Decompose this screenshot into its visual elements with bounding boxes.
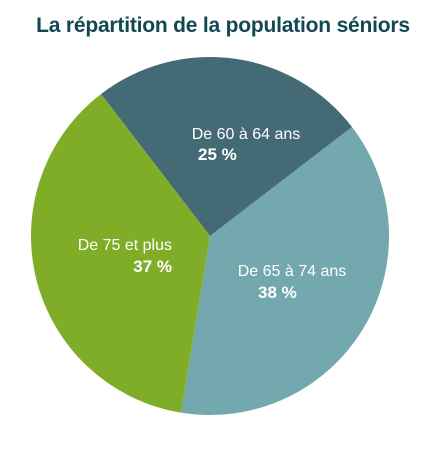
slice-label-3: De 75 et plus bbox=[78, 237, 172, 254]
pie-labels: De 60 à 64 ans 25 % De 65 à 74 ans 38 % De 7… bbox=[78, 126, 347, 302]
pie-slice-1 bbox=[101, 56, 353, 237]
pie-slices bbox=[30, 56, 390, 416]
slice-value-1: 25 % bbox=[198, 145, 237, 164]
slice-value-3: 37 % bbox=[133, 257, 172, 276]
pie-slice-3 bbox=[30, 93, 210, 413]
chart-title: La répartition de la population séniors bbox=[36, 14, 410, 37]
slice-label-1: De 60 à 64 ans bbox=[192, 126, 301, 143]
slice-value-2: 38 % bbox=[258, 283, 297, 302]
pie-slice-2 bbox=[181, 127, 390, 416]
slice-label-2: De 65 à 74 ans bbox=[238, 263, 347, 280]
